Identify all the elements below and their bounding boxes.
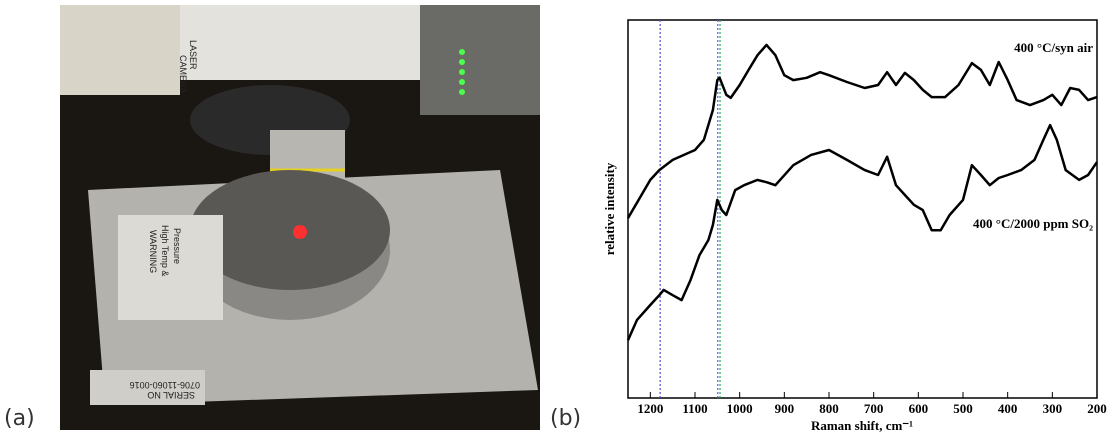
laser-spot: [293, 225, 307, 239]
series-line: [626, 43, 1098, 219]
photo-text: High Temp &: [160, 225, 170, 276]
panel-label: (a): [4, 406, 35, 431]
series-line: [626, 123, 1099, 341]
x-tick-label: 200: [1087, 401, 1107, 416]
leds: [459, 49, 465, 95]
x-tick-label: 300: [1043, 401, 1063, 416]
y-axis-label: relative intensity: [602, 162, 617, 255]
series-label: 400 °C/2000 ppm SO₂: [973, 216, 1093, 231]
x-tick-label: 1200: [637, 401, 663, 416]
x-tick-label: 700: [864, 401, 884, 416]
x-axis-label: Raman shift, cm⁻¹: [811, 418, 913, 433]
instrument: [420, 5, 540, 115]
cell-top: [190, 170, 390, 290]
x-tick-label: 1100: [682, 401, 707, 416]
photo-text: Pressure: [172, 228, 182, 264]
photo-text: CAMERA: [178, 55, 188, 94]
photo-text: WARNING: [148, 230, 158, 273]
x-tick-label: 800: [819, 401, 839, 416]
series-label: 400 °C/syn air: [1014, 40, 1093, 55]
plot-frame: [627, 19, 1098, 399]
x-tick-label: 1000: [727, 401, 753, 416]
photo-text: SERIAL NO: [147, 390, 195, 400]
warning-label: [118, 215, 223, 320]
panel-label: (b): [550, 406, 581, 431]
photo-text: 0706-11060-0016: [130, 380, 200, 390]
x-tick-label: 500: [953, 401, 973, 416]
photo-text: LASER: [188, 40, 198, 70]
x-tick-label: 400: [998, 401, 1018, 416]
serial-label: [90, 370, 205, 405]
x-tick-label: 900: [775, 401, 795, 416]
x-tick-label: 600: [909, 401, 929, 416]
photo: LASER CAMERA WARNING High Temp & Pressur…: [60, 5, 540, 430]
control-panel: [60, 5, 180, 95]
